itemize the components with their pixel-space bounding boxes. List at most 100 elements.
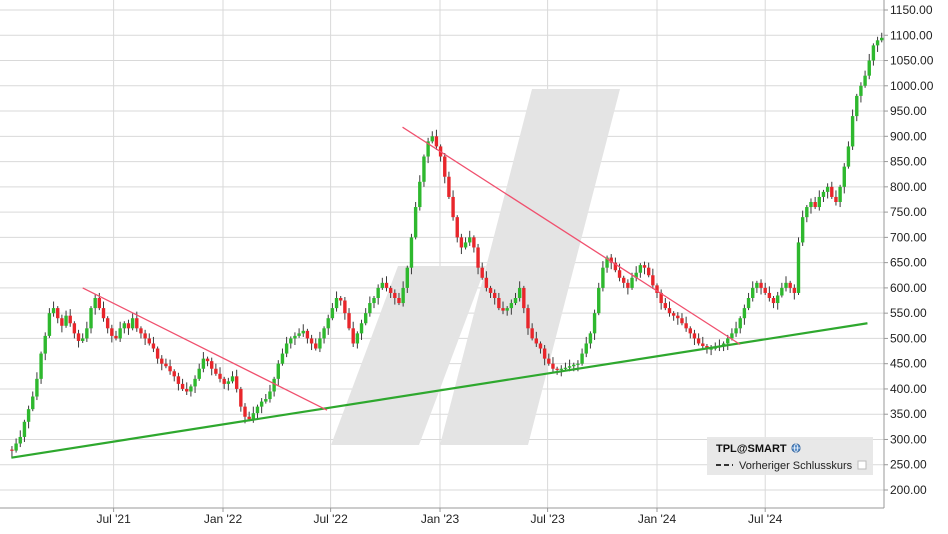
candle bbox=[343, 296, 347, 320]
candle bbox=[726, 334, 730, 351]
candle bbox=[85, 321, 89, 342]
candle bbox=[480, 262, 484, 280]
candle bbox=[563, 362, 568, 371]
candle bbox=[393, 289, 397, 305]
candle bbox=[451, 190, 455, 221]
candle bbox=[646, 262, 651, 278]
candle bbox=[322, 326, 326, 344]
candle bbox=[634, 266, 638, 282]
legend-background bbox=[707, 437, 873, 475]
candle bbox=[825, 183, 830, 199]
candle bbox=[189, 384, 193, 397]
candle bbox=[468, 230, 472, 246]
candle bbox=[626, 279, 630, 295]
candle bbox=[355, 331, 360, 349]
candle bbox=[264, 394, 268, 404]
candle bbox=[430, 131, 434, 144]
candle bbox=[210, 357, 214, 376]
candle bbox=[39, 351, 43, 384]
candle bbox=[318, 331, 322, 353]
x-tick-label: Jul '22 bbox=[313, 512, 348, 526]
candle bbox=[363, 308, 368, 326]
candle bbox=[359, 319, 364, 340]
candle bbox=[667, 301, 672, 317]
candle bbox=[222, 376, 226, 389]
candle bbox=[547, 353, 551, 366]
y-tick-label: 200.00 bbox=[890, 483, 927, 497]
candle bbox=[463, 237, 468, 250]
candle bbox=[788, 280, 792, 293]
x-tick-label: Jul '21 bbox=[96, 512, 131, 526]
y-tick-label: 750.00 bbox=[890, 205, 927, 219]
candle bbox=[351, 321, 355, 348]
y-tick-label: 1050.00 bbox=[890, 54, 934, 68]
candle bbox=[114, 330, 118, 341]
y-tick-label: 950.00 bbox=[890, 104, 927, 118]
candle bbox=[47, 308, 52, 338]
x-gridlines bbox=[113, 0, 766, 508]
candle bbox=[555, 366, 559, 375]
candle bbox=[72, 321, 77, 339]
candle bbox=[492, 289, 497, 305]
candle bbox=[130, 313, 135, 331]
legend-title: TPL@SMART bbox=[716, 443, 787, 455]
candle bbox=[401, 281, 405, 307]
legend[interactable]: TPL@SMART Vorheriger Schlusskurs bbox=[707, 437, 873, 475]
candle bbox=[168, 359, 172, 375]
candle bbox=[867, 53, 871, 80]
legend-checkbox[interactable] bbox=[857, 460, 867, 470]
x-tick-label: Jan '22 bbox=[204, 512, 243, 526]
candle bbox=[397, 292, 401, 306]
candle bbox=[76, 329, 81, 348]
candle bbox=[160, 355, 164, 371]
watermark-logo bbox=[331, 89, 620, 445]
candle bbox=[805, 205, 809, 223]
candle bbox=[309, 334, 314, 351]
candle bbox=[51, 301, 56, 317]
candle bbox=[821, 189, 826, 202]
candle bbox=[330, 303, 335, 321]
candle bbox=[755, 280, 759, 293]
candle bbox=[22, 419, 27, 442]
candle bbox=[780, 282, 784, 298]
candle bbox=[122, 321, 127, 334]
candle bbox=[455, 215, 459, 243]
candle bbox=[434, 129, 439, 150]
candle bbox=[530, 323, 534, 341]
y-axis: 200.00 250.00 300.00 350.00 400.00 450.00 500.… bbox=[884, 3, 934, 497]
candle bbox=[230, 371, 235, 384]
candle bbox=[459, 233, 464, 255]
candle bbox=[484, 271, 489, 292]
y-tick-label: 1150.00 bbox=[890, 3, 933, 17]
y-tick-label: 250.00 bbox=[890, 458, 927, 472]
candle bbox=[139, 326, 143, 339]
candle bbox=[875, 36, 880, 52]
candle bbox=[268, 384, 272, 403]
candle bbox=[792, 284, 797, 300]
candle bbox=[147, 333, 151, 346]
candle bbox=[297, 328, 301, 338]
candle bbox=[14, 438, 18, 453]
candle bbox=[93, 294, 97, 315]
candle bbox=[534, 331, 539, 348]
y-tick-label: 900.00 bbox=[890, 129, 927, 143]
candle bbox=[701, 336, 705, 350]
candle bbox=[60, 314, 64, 333]
candle bbox=[784, 276, 788, 292]
candle bbox=[239, 386, 243, 412]
candle bbox=[101, 301, 106, 322]
candle bbox=[863, 70, 867, 88]
candle bbox=[405, 265, 410, 293]
y-tick-label: 500.00 bbox=[890, 331, 927, 345]
candle bbox=[185, 382, 189, 396]
candle bbox=[143, 329, 147, 345]
candle bbox=[234, 369, 239, 393]
candle bbox=[692, 329, 697, 345]
candle bbox=[771, 295, 776, 309]
candle bbox=[588, 331, 593, 349]
candle bbox=[509, 299, 514, 315]
candle bbox=[151, 336, 156, 353]
candle bbox=[176, 372, 181, 391]
candle bbox=[642, 261, 647, 275]
